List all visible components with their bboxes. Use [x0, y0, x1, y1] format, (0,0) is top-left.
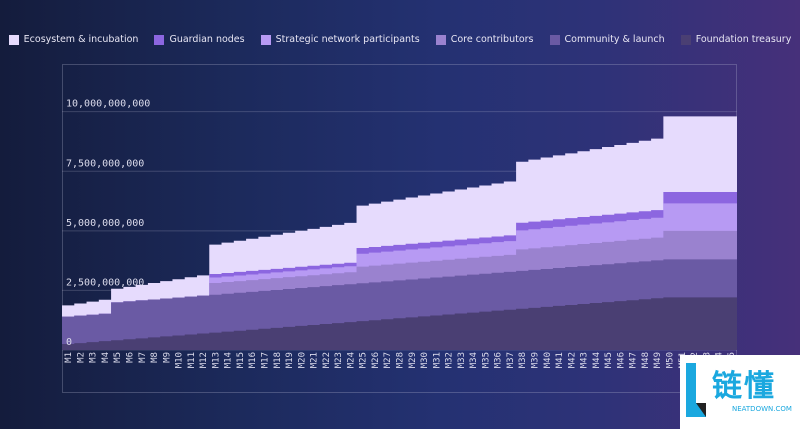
legend-swatch: [680, 34, 691, 45]
legend-swatch: [154, 34, 165, 45]
x-tick-label: M43: [580, 352, 590, 368]
x-tick-label: M25: [359, 352, 369, 368]
x-tick-label: M29: [408, 352, 418, 368]
x-tick-label: M21: [310, 352, 320, 368]
x-tick-label: M1: [64, 352, 74, 363]
x-tick-label: M38: [518, 352, 528, 368]
x-tick-label: M14: [224, 352, 234, 368]
x-tick-label: M42: [567, 352, 577, 368]
x-tick-label: M7: [138, 352, 148, 363]
x-tick-label: M5: [113, 352, 123, 363]
x-tick-label: M20: [297, 352, 307, 368]
y-tick-label: 2,500,000,000: [66, 277, 144, 288]
legend-label: Guardian nodes: [169, 34, 245, 45]
x-tick-label: M30: [420, 352, 430, 368]
legend-swatch: [8, 34, 19, 45]
x-tick-label: M12: [199, 352, 209, 368]
x-tick-label: M17: [261, 352, 271, 368]
x-tick-label: M22: [322, 352, 332, 368]
x-tick-label: M26: [371, 352, 381, 368]
x-tick-label: M44: [592, 352, 602, 368]
x-tick-label: M10: [175, 352, 185, 368]
x-tick-label: M2: [76, 352, 86, 363]
x-tick-label: M8: [150, 352, 160, 363]
x-tick-label: M47: [629, 352, 639, 368]
x-tick-label: M28: [396, 352, 406, 368]
legend-label: Community & launch: [564, 34, 665, 45]
x-tick-label: M39: [531, 352, 541, 368]
watermark-text-en: NEATDOWN.COM: [732, 405, 792, 413]
x-tick-label: M19: [285, 352, 295, 368]
x-tick-label: M23: [334, 352, 344, 368]
x-tick-label: M48: [641, 352, 651, 368]
x-tick-label: M33: [457, 352, 467, 368]
x-tick-label: M37: [506, 352, 516, 368]
legend-label: Foundation treasury: [695, 34, 792, 45]
x-tick-label: M3: [89, 352, 99, 363]
x-tick-label: M32: [445, 352, 455, 368]
x-tick-label: M50: [666, 352, 676, 368]
series-area: [62, 297, 737, 350]
legend-item: Foundation treasury: [680, 34, 792, 45]
y-tick-label: 10,000,000,000: [66, 99, 150, 110]
legend-label: Ecosystem & incubation: [23, 34, 139, 45]
x-tick-label: M24: [346, 352, 356, 368]
x-tick-label: M15: [236, 352, 246, 368]
legend-item: Ecosystem & incubation: [8, 34, 139, 45]
legend-label: Strategic network participants: [275, 34, 420, 45]
x-tick-label: M9: [162, 352, 172, 363]
x-tick-label: M45: [604, 352, 614, 368]
chart-legend: Ecosystem & incubation Guardian nodes Stra…: [0, 34, 800, 45]
watermark-logo: 链懂 NEATDOWN.COM: [680, 355, 800, 429]
legend-item: Core contributors: [435, 34, 534, 45]
x-tick-label: M41: [555, 352, 565, 368]
x-tick-label: M13: [211, 352, 221, 368]
x-tick-label: M35: [481, 352, 491, 368]
legend-item: Guardian nodes: [154, 34, 245, 45]
legend-item: Community & launch: [549, 34, 665, 45]
x-tick-label: M27: [383, 352, 393, 368]
legend-swatch: [260, 34, 271, 45]
y-tick-label: 5,000,000,000: [66, 218, 144, 229]
y-tick-label: 7,500,000,000: [66, 158, 144, 169]
logo-mark-icon: [686, 363, 706, 417]
legend-label: Core contributors: [450, 34, 534, 45]
x-tick-label: M31: [432, 352, 442, 368]
x-tick-label: M36: [494, 352, 504, 368]
legend-swatch: [549, 34, 560, 45]
x-tick-label: M40: [543, 352, 553, 368]
legend-item: Strategic network participants: [260, 34, 420, 45]
legend-swatch: [435, 34, 446, 45]
x-tick-label: M46: [616, 352, 626, 368]
y-tick-label: 0: [66, 337, 72, 348]
watermark-text-cn: 链懂: [712, 369, 776, 404]
x-tick-label: M6: [126, 352, 136, 363]
x-tick-label: M49: [653, 352, 663, 368]
x-tick-label: M4: [101, 352, 111, 363]
x-tick-label: M34: [469, 352, 479, 368]
x-tick-label: M11: [187, 352, 197, 368]
x-tick-label: M16: [248, 352, 258, 368]
x-tick-label: M18: [273, 352, 283, 368]
